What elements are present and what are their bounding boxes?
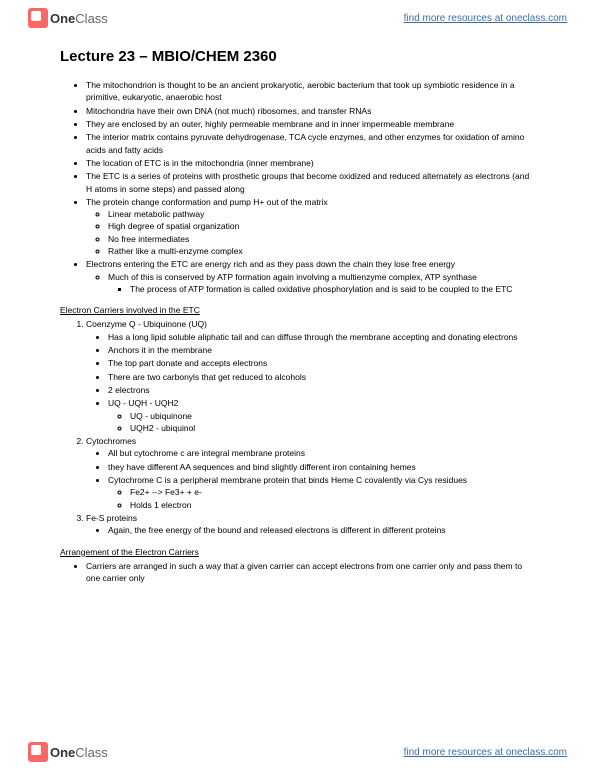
list-item: they have different AA sequences and bin… xyxy=(108,461,535,473)
list-item: The top part donate and accepts electron… xyxy=(108,357,535,369)
resources-link-top[interactable]: find more resources at oneclass.com xyxy=(404,13,567,24)
logo-icon xyxy=(28,742,48,762)
list-item: Carriers are arranged in such a way that… xyxy=(86,560,535,585)
list-item: Anchors it in the membrane xyxy=(108,344,535,356)
list-item-text: Much of this is conserved by ATP formati… xyxy=(108,272,477,282)
section-head-carriers: Electron Carriers involved in the ETC xyxy=(60,305,535,315)
list-item: Much of this is conserved by ATP formati… xyxy=(108,271,535,296)
list-item: 2 electrons xyxy=(108,384,535,396)
list-item: The ETC is a series of proteins with pro… xyxy=(86,170,535,195)
list-item: No free intermediates xyxy=(108,233,535,245)
list-item-text: Coenzyme Q - Ubiquinone (UQ) xyxy=(86,319,207,329)
list-item: UQH2 - ubiquinol xyxy=(130,422,535,434)
list-item: Rather like a multi-enzyme complex xyxy=(108,245,535,257)
list-item: Electrons entering the ETC are energy ri… xyxy=(86,258,535,295)
list-item: Coenzyme Q - Ubiquinone (UQ) Has a long … xyxy=(86,318,535,434)
list-item-text: UQ - UQH - UQH2 xyxy=(108,398,178,408)
list-item: The protein change conformation and pump… xyxy=(86,196,535,258)
logo-text: OneClass xyxy=(50,745,108,760)
list-item: The interior matrix contains pyruvate de… xyxy=(86,131,535,156)
page-title: Lecture 23 – MBIO/CHEM 2360 xyxy=(60,48,535,65)
list-item-text: Electrons entering the ETC are energy ri… xyxy=(86,259,455,269)
logo-icon xyxy=(28,8,48,28)
list-item: There are two carbonyls that get reduced… xyxy=(108,371,535,383)
list-item: Holds 1 electron xyxy=(130,499,535,511)
arrangement-list: Carriers are arranged in such a way that… xyxy=(60,560,535,585)
list-item-text: Cytochrome C is a peripheral membrane pr… xyxy=(108,475,467,485)
list-item: They are enclosed by an outer, highly pe… xyxy=(86,118,535,130)
list-item: Cytochrome C is a peripheral membrane pr… xyxy=(108,474,535,511)
list-item: Linear metabolic pathway xyxy=(108,208,535,220)
list-item: Again, the free energy of the bound and … xyxy=(108,524,535,536)
document-page: Lecture 23 – MBIO/CHEM 2360 The mitochon… xyxy=(0,0,595,645)
intro-list: The mitochondrion is thought to be an an… xyxy=(60,79,535,295)
section-head-arrangement: Arrangement of the Electron Carriers xyxy=(60,547,535,557)
list-item: Fe-S proteins Again, the free energy of … xyxy=(86,512,535,537)
logo: OneClass xyxy=(28,8,108,28)
list-item: Has a long lipid soluble aliphatic tail … xyxy=(108,331,535,343)
list-item-text: Cytochromes xyxy=(86,436,136,446)
list-item-text: The protein change conformation and pump… xyxy=(86,197,328,207)
list-item: UQ - ubiquinone xyxy=(130,410,535,422)
list-item: Mitochondria have their own DNA (not muc… xyxy=(86,105,535,117)
resources-link-bottom[interactable]: find more resources at oneclass.com xyxy=(404,747,567,758)
list-item: The process of ATP formation is called o… xyxy=(130,283,535,295)
list-item: High degree of spatial organization xyxy=(108,220,535,232)
list-item: Cytochromes All but cytochrome c are int… xyxy=(86,435,535,511)
list-item-text: Fe-S proteins xyxy=(86,513,137,523)
list-item: All but cytochrome c are integral membra… xyxy=(108,447,535,459)
list-item: UQ - UQH - UQH2 UQ - ubiquinone UQH2 - u… xyxy=(108,397,535,434)
list-item: The location of ETC is in the mitochondr… xyxy=(86,157,535,169)
list-item: The mitochondrion is thought to be an an… xyxy=(86,79,535,104)
logo-text: OneClass xyxy=(50,11,108,26)
header: OneClass find more resources at oneclass… xyxy=(0,0,595,36)
list-item: Fe2+ --> Fe3+ + e- xyxy=(130,486,535,498)
logo-footer: OneClass xyxy=(28,742,108,762)
carriers-list: Coenzyme Q - Ubiquinone (UQ) Has a long … xyxy=(60,318,535,536)
footer: OneClass find more resources at oneclass… xyxy=(0,734,595,770)
